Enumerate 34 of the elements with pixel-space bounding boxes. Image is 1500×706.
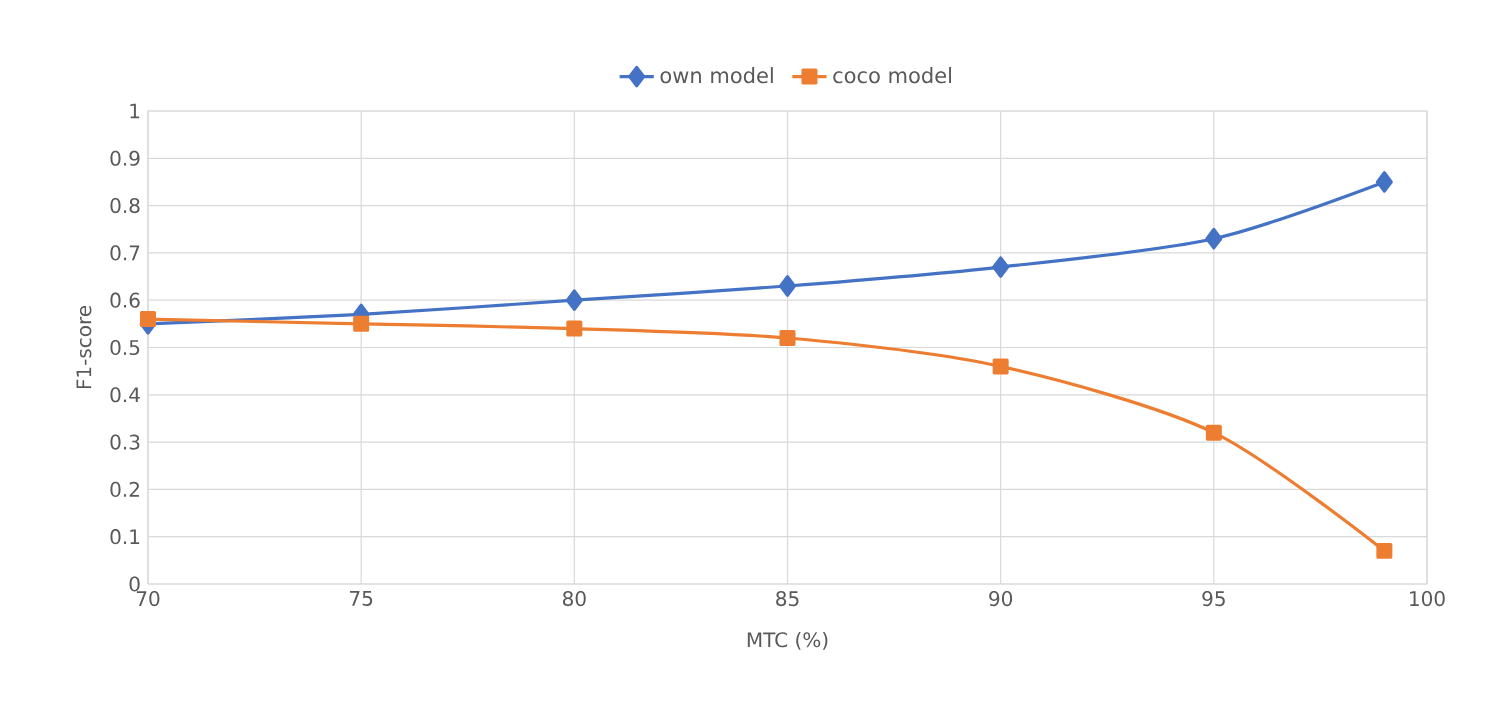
y-tick-label: 0.9 <box>110 150 140 166</box>
point <box>353 315 370 332</box>
point <box>1376 542 1393 559</box>
point <box>565 289 583 311</box>
y-tick-label: 0 <box>129 576 140 592</box>
point <box>992 358 1009 375</box>
x-tick-label: 85 <box>776 591 799 607</box>
y-tick-label: 0.2 <box>110 481 139 497</box>
point <box>140 311 157 328</box>
y-tick-label: 0.8 <box>110 198 140 214</box>
point <box>1375 171 1393 193</box>
x-tick-label: 70 <box>136 591 160 607</box>
y-tick-label: 0.7 <box>110 245 140 261</box>
y-axis-title: F1-score <box>76 305 92 389</box>
y-tick-label: 1 <box>130 103 140 119</box>
x-tick-label: 80 <box>562 591 586 607</box>
point <box>1205 227 1223 250</box>
legend-label: own model <box>660 67 773 84</box>
y-tick-label: 0.1 <box>110 529 140 545</box>
y-tick-label: 0.4 <box>110 387 140 403</box>
x-tick-label: 90 <box>989 591 1013 607</box>
y-tick-label: 0.6 <box>110 292 140 308</box>
x-axis-title: MTC (%) <box>747 631 828 650</box>
point <box>566 320 583 337</box>
x-tick-label: 100 <box>1410 591 1445 607</box>
x-tick-label: 75 <box>350 591 373 606</box>
point <box>779 330 796 347</box>
point <box>1205 424 1222 441</box>
point <box>779 275 796 297</box>
y-tick-label: 0.5 <box>110 339 140 356</box>
point <box>992 256 1010 278</box>
x-tick-label: 95 <box>1202 591 1225 607</box>
legend-label: coco model <box>833 67 951 84</box>
y-tick-label: 0.3 <box>110 434 140 450</box>
